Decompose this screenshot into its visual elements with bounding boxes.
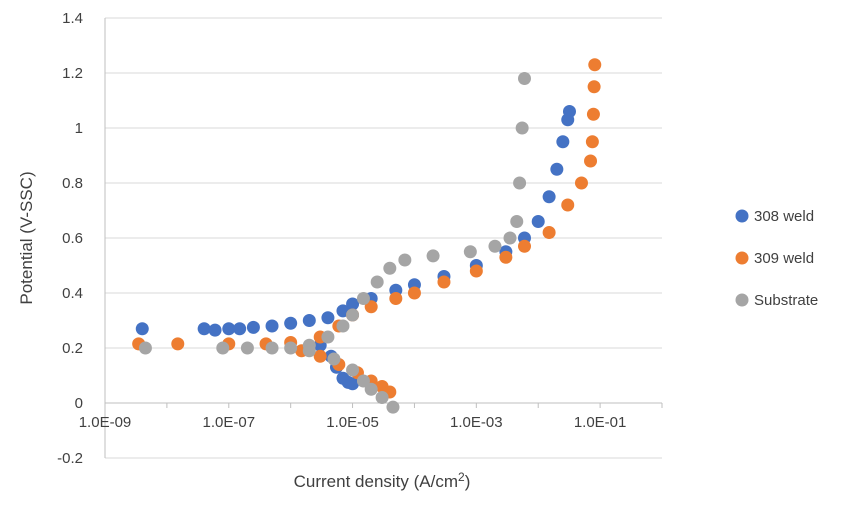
data-point [588,58,602,72]
x-tick-label: 1.0E-07 [203,414,256,431]
data-point [585,135,599,149]
data-point [233,322,247,336]
data-point [346,308,360,322]
y-tick-label: 1 [75,120,83,137]
legend-label: Substrate [754,292,818,309]
data-point [531,215,545,228]
data-point [356,292,370,305]
legend-marker [735,209,749,223]
data-point [561,198,575,212]
data-point [370,275,384,289]
x-tick-label: 1.0E-05 [326,414,379,431]
legend-marker [735,293,749,307]
data-point [398,253,412,267]
data-point [265,319,279,333]
x-tick-labels: 1.0E-09 1.0E-07 1.0E-05 1.0E-03 1.0E-01 [79,414,627,431]
data-point [515,121,529,135]
x-tick-label: 1.0E-09 [79,414,132,431]
data-point [407,286,421,300]
x-axis-title: Current density (A/cm2) [294,470,471,491]
data-point [313,349,327,363]
data-point [488,239,502,253]
data-points [132,58,602,414]
y-tick-labels: -0.2 0 0.2 0.4 0.6 0.8 1 1.2 1.4 [57,10,83,467]
data-point [346,363,360,377]
data-point [584,154,598,168]
y-tick-label: -0.2 [57,450,83,467]
data-point [208,323,222,337]
x-tick-label: 1.0E-03 [450,414,503,431]
y-tick-label: 0.4 [62,285,83,302]
data-point [562,105,576,118]
data-point [222,322,236,336]
data-point [469,264,483,278]
data-point [321,311,335,325]
legend-label: 309 weld [754,250,814,267]
data-point [364,382,378,396]
data-point [356,374,370,388]
y-tick-label: 1.4 [62,10,83,27]
data-point [346,377,360,391]
data-point [542,190,556,204]
y-axis-title: Potential (V-SSC) [17,171,36,304]
y-tick-label: 0.2 [62,340,83,357]
data-point [138,341,152,355]
y-tick-label: 0.8 [62,175,83,192]
data-point [284,316,298,330]
data-point [364,300,378,314]
data-point [375,391,389,404]
data-point [321,330,335,344]
data-point [437,275,451,289]
data-point [517,72,531,85]
data-point [302,314,316,327]
data-point [574,176,588,190]
data-point [216,341,230,355]
data-point [503,231,517,245]
data-point [284,341,298,355]
y-tick-label: 0.6 [62,230,83,247]
data-point [389,292,403,305]
data-point [327,352,341,366]
data-point [517,239,531,253]
data-point [240,341,254,355]
data-point [587,80,601,94]
x-tick-label: 1.0E-01 [574,414,627,431]
data-point [265,341,279,355]
series-substrate [138,72,531,414]
data-point [426,249,440,263]
legend-marker [735,251,749,265]
data-point [510,215,524,228]
data-point [556,135,570,149]
series-308-weld [135,105,576,391]
data-point [386,400,400,414]
data-point [336,319,350,333]
legend: 308 weld 309 weld Substrate [735,208,818,309]
data-point [171,337,185,351]
data-point [197,322,211,336]
data-point [499,250,513,264]
legend-label: 308 weld [754,208,814,225]
data-point [463,245,477,259]
data-point [135,322,149,336]
data-point [550,162,564,176]
y-tick-label: 1.2 [62,65,83,82]
data-point [383,261,397,275]
data-point [246,320,260,334]
data-point [346,297,360,311]
data-point [542,226,556,239]
data-point [586,107,600,121]
series-309-weld [132,58,602,399]
y-tick-label: 0 [75,395,83,412]
data-point [302,344,316,358]
data-point [513,176,527,190]
